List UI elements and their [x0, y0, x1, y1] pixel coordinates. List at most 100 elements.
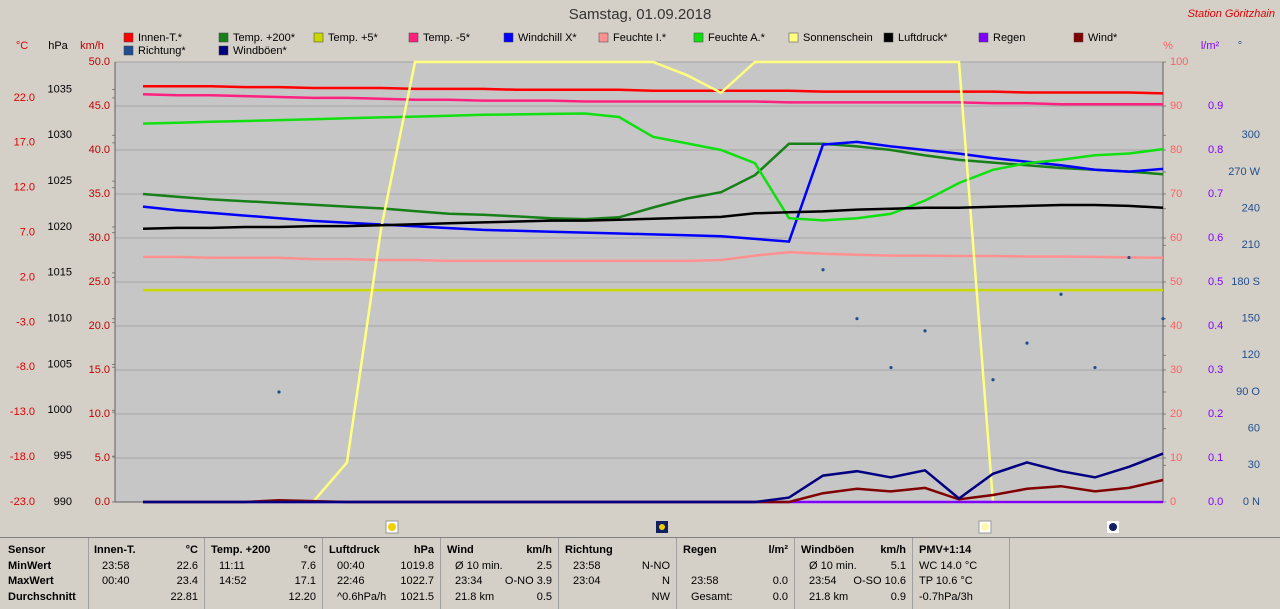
direction-dot — [991, 378, 995, 382]
legend-label: Sonnenschein — [803, 32, 873, 44]
y-tick-label: -3.0 — [16, 316, 35, 328]
legend-swatch — [123, 32, 134, 43]
row-label: Sensor — [8, 544, 46, 556]
y-tick-label: 60 — [1170, 232, 1182, 244]
cell-value: 7.6 — [300, 560, 316, 572]
cell-value: 5.1 — [890, 560, 906, 572]
cell-value: 23:58 — [102, 560, 130, 572]
row-label: MaxWert — [8, 575, 54, 587]
cell-value: 23:58 — [691, 575, 719, 587]
day-icons — [385, 520, 1119, 534]
legend-swatch — [1073, 32, 1084, 43]
legend-label: Feuchte I.* — [613, 32, 667, 44]
legend-label: Wind* — [1088, 32, 1118, 44]
legend-label: Feuchte A.* — [708, 32, 766, 44]
y-tick-label: 0.7 — [1208, 188, 1223, 200]
y-tick-label: 1010 — [48, 313, 72, 325]
legend-swatch — [693, 32, 704, 43]
cell-value: 00:40 — [337, 560, 365, 572]
y-tick-label: 12.0 — [14, 182, 35, 194]
y-tick-label: 0.6 — [1208, 232, 1223, 244]
y-tick-label: 0.0 — [95, 496, 110, 508]
y-tick-label: 10.0 — [89, 408, 110, 420]
y-tick-label: 50.0 — [89, 56, 110, 68]
cell-value: 1021.5 — [400, 591, 434, 603]
y-tick-label: -13.0 — [10, 406, 35, 418]
chart: Samstag, 01.09.2018 Station Göritzhain °… — [10, 6, 1275, 534]
cell-value: 00:40 — [102, 575, 130, 587]
cell-value: 0.0 — [772, 591, 788, 603]
y-tick-label: 40 — [1170, 320, 1182, 332]
y-tick-label: 0.4 — [1208, 320, 1223, 332]
cell-value: 1022.7 — [400, 575, 434, 587]
legend-label: Windböen* — [233, 45, 288, 57]
stats-column: Innen-T. °C 23:58 22.6 00:40 23.4 22.81 — [88, 538, 205, 609]
legend-swatch — [788, 32, 799, 43]
y-tick-label: 30.0 — [89, 232, 110, 244]
y-tick-label: 70 — [1170, 188, 1182, 200]
y-tick-label: 0.1 — [1208, 452, 1223, 464]
legend-label: Temp. +5* — [328, 32, 379, 44]
y-tick-label: 35.0 — [89, 188, 110, 200]
cell-value: -0.7hPa/3h — [919, 591, 973, 603]
legend-swatch — [123, 45, 134, 56]
series-line — [142, 93, 1163, 106]
y-tick-label: 0.9 — [1208, 100, 1223, 112]
cell-value: 1019.8 — [400, 560, 434, 572]
stats-column: Luftdruck hPa 00:40 1019.8 22:46 1022.7 ^0.6hP… — [323, 538, 441, 609]
column-header: Wind — [447, 544, 474, 556]
column-header: Richtung — [565, 544, 613, 556]
y-tick-label: 0.0 — [1208, 496, 1223, 508]
series-line — [142, 203, 1164, 231]
stats-panel: Sensor MinWert MaxWert Durchschnitt Innen-T.… — [0, 537, 1280, 609]
y-tick-label: 80 — [1170, 144, 1182, 156]
y-tick-label: 0.2 — [1208, 408, 1223, 420]
stats-column: Temp. +200 °C 11:11 7.6 14:52 17.1 12.20 — [205, 538, 323, 609]
y-tick-label: 1035 — [48, 83, 72, 95]
y-tick-label: 1000 — [48, 404, 72, 416]
station: Station Göritzhain — [1188, 8, 1275, 20]
direction-dot — [277, 390, 281, 394]
legend-label: Temp. -5* — [423, 32, 471, 44]
y-tick-label: -18.0 — [10, 451, 35, 463]
y-tick-label: 0 N — [1243, 496, 1260, 508]
column-header: Innen-T. — [94, 544, 136, 556]
direction-dot — [821, 268, 825, 272]
legend-swatch — [408, 32, 419, 43]
row-label: Durchschnitt — [8, 591, 76, 603]
series-line — [143, 84, 1164, 95]
cell-value: 22:46 — [337, 575, 365, 587]
cell-value: 21.8 km — [809, 591, 849, 603]
direction-dot — [923, 329, 927, 333]
column-unit: °C — [303, 544, 316, 556]
y-tick-label: 22.0 — [14, 92, 35, 104]
legend-label: Luftdruck* — [898, 32, 948, 44]
y-tick-label: 0.8 — [1208, 144, 1223, 156]
cell-value: 23.4 — [176, 575, 198, 587]
axis-unit: hPa — [48, 40, 68, 52]
series-line — [143, 250, 1164, 263]
y-tick-label: 40.0 — [89, 144, 110, 156]
y-tick-label: 10 — [1170, 452, 1182, 464]
legend-swatch — [598, 32, 609, 43]
series-line — [143, 452, 1164, 504]
cell-value: 22.6 — [176, 560, 198, 572]
stats-column: Windböen km/h Ø 10 min. 5.1 23:54 O-SO 10.6 21… — [795, 538, 913, 609]
y-tick-label: 45.0 — [89, 100, 110, 112]
cell-value: 14:52 — [219, 575, 247, 587]
y-tick-label: -23.0 — [10, 496, 35, 508]
y-tick-label: 990 — [54, 496, 72, 508]
column-unit: km/h — [880, 544, 906, 556]
y-tick-label: 180 S — [1231, 276, 1260, 288]
y-tick-label: 5.0 — [95, 452, 110, 464]
y-tick-label: 20 — [1170, 408, 1182, 420]
cell-value: Gesamt: — [691, 591, 733, 603]
direction-dot — [1059, 292, 1063, 296]
direction-dot — [1025, 341, 1029, 345]
cell-value: 0.0 — [772, 575, 788, 587]
axis-unit: km/h — [80, 40, 104, 52]
y-tick-label: 150 — [1242, 313, 1260, 325]
cell-value: 21.8 km — [455, 591, 495, 603]
y-tick-label: 240 — [1242, 203, 1260, 215]
y-tick-label: 30 — [1170, 364, 1182, 376]
